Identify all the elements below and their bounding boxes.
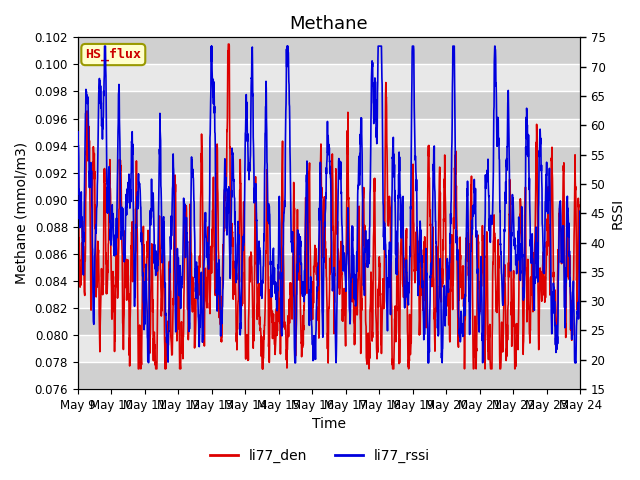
Title: Methane: Methane: [290, 15, 368, 33]
Bar: [78, 254, 580, 281]
Bar: [78, 145, 580, 173]
Bar: [78, 308, 580, 335]
Bar: [78, 92, 580, 119]
Bar: [78, 37, 580, 64]
Y-axis label: RSSI: RSSI: [611, 198, 625, 229]
Y-axis label: Methane (mmol/m3): Methane (mmol/m3): [15, 142, 29, 284]
Bar: [78, 362, 580, 389]
Bar: [78, 200, 580, 227]
Legend: li77_den, li77_rssi: li77_den, li77_rssi: [204, 443, 436, 468]
Text: HS_flux: HS_flux: [85, 48, 141, 61]
X-axis label: Time: Time: [312, 418, 346, 432]
